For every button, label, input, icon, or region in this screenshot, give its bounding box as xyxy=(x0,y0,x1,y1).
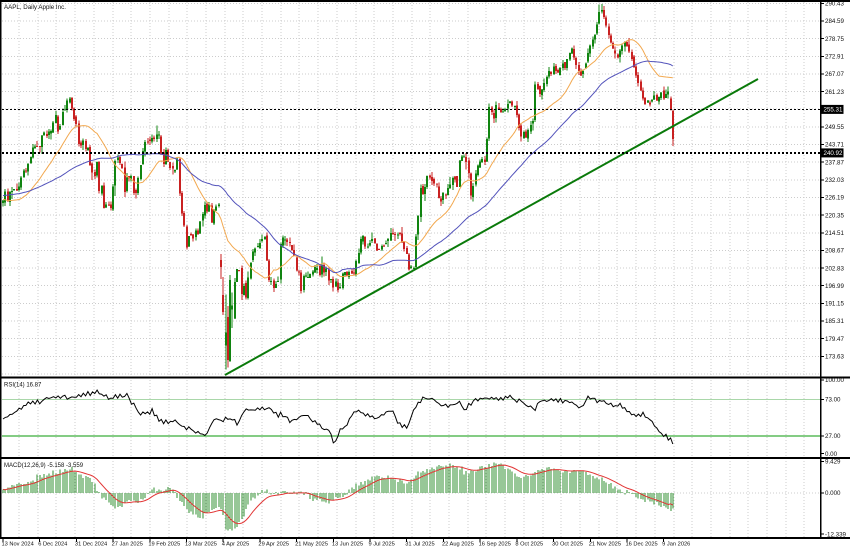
svg-text:272.91: 272.91 xyxy=(825,53,844,60)
svg-text:220.35: 220.35 xyxy=(825,212,844,219)
svg-text:21 Nov 2025: 21 Nov 2025 xyxy=(589,542,621,548)
svg-text:226.19: 226.19 xyxy=(825,195,844,202)
svg-text:9 Jan 2026: 9 Jan 2026 xyxy=(662,542,690,548)
svg-text:31 Dec 2024: 31 Dec 2024 xyxy=(75,542,107,548)
svg-text:4 Apr 2025: 4 Apr 2025 xyxy=(222,542,250,548)
svg-text:290.43: 290.43 xyxy=(825,1,844,8)
svg-text:29 Apr 2025: 29 Apr 2025 xyxy=(258,542,289,548)
svg-text:13 Nov 2024: 13 Nov 2024 xyxy=(2,542,34,548)
svg-text:0.00: 0.00 xyxy=(825,451,838,458)
svg-text:267.07: 267.07 xyxy=(825,71,844,78)
svg-text:31 Jul 2025: 31 Jul 2025 xyxy=(405,542,434,548)
svg-text:191.15: 191.15 xyxy=(825,301,844,308)
svg-text:-12.339: -12.339 xyxy=(825,531,847,538)
svg-text:185.31: 185.31 xyxy=(825,318,844,325)
svg-text:0.000: 0.000 xyxy=(825,490,841,497)
svg-text:73.00: 73.00 xyxy=(825,397,841,404)
svg-text:21 May 2025: 21 May 2025 xyxy=(295,542,328,548)
svg-text:9 Jul 2025: 9 Jul 2025 xyxy=(369,542,395,548)
svg-text:16 Dec 2025: 16 Dec 2025 xyxy=(625,542,657,548)
svg-text:22 Aug 2025: 22 Aug 2025 xyxy=(442,542,474,548)
svg-text:261.23: 261.23 xyxy=(825,89,844,96)
svg-text:232.03: 232.03 xyxy=(825,177,844,184)
svg-text:AAPL, Daily Apple Inc.: AAPL, Daily Apple Inc. xyxy=(4,4,66,11)
svg-text:16 Sep 2025: 16 Sep 2025 xyxy=(479,542,511,548)
svg-text:13 Jun 2025: 13 Jun 2025 xyxy=(332,542,363,548)
svg-text:240.92: 240.92 xyxy=(824,150,843,157)
svg-text:249.55: 249.55 xyxy=(825,124,844,131)
svg-text:27 Jan 2025: 27 Jan 2025 xyxy=(112,542,143,548)
svg-text:278.75: 278.75 xyxy=(825,36,844,43)
svg-text:19 Feb 2025: 19 Feb 2025 xyxy=(148,542,180,548)
svg-text:255.31: 255.31 xyxy=(824,107,843,114)
svg-text:13 Mar 2025: 13 Mar 2025 xyxy=(185,542,217,548)
svg-text:237.87: 237.87 xyxy=(825,159,844,166)
svg-text:179.47: 179.47 xyxy=(825,336,844,343)
svg-text:196.99: 196.99 xyxy=(825,283,844,290)
svg-text:100.00: 100.00 xyxy=(825,377,844,384)
svg-text:202.83: 202.83 xyxy=(825,265,844,272)
svg-text:RSI(14) 16.87: RSI(14) 16.87 xyxy=(4,383,42,389)
svg-text:173.63: 173.63 xyxy=(825,354,844,361)
svg-text:284.59: 284.59 xyxy=(825,18,844,25)
svg-text:6 Dec 2024: 6 Dec 2024 xyxy=(38,542,67,548)
svg-text:8 Oct 2025: 8 Oct 2025 xyxy=(515,542,543,548)
svg-text:214.51: 214.51 xyxy=(825,230,844,237)
svg-text:9.429: 9.429 xyxy=(825,459,841,466)
svg-text:243.71: 243.71 xyxy=(825,142,844,149)
svg-text:27.00: 27.00 xyxy=(825,433,841,440)
svg-text:MACD(12,26,9) -5.158 -3.559: MACD(12,26,9) -5.158 -3.559 xyxy=(4,463,84,469)
svg-text:208.67: 208.67 xyxy=(825,248,844,255)
svg-text:30 Oct 2025: 30 Oct 2025 xyxy=(552,542,583,548)
